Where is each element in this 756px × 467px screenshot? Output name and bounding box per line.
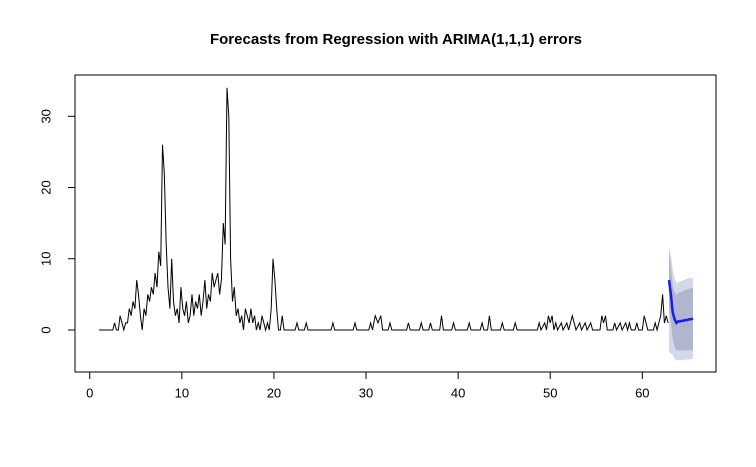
x-tick-label: 60 bbox=[635, 385, 649, 400]
x-tick-label: 0 bbox=[86, 385, 93, 400]
history-line bbox=[98, 87, 669, 332]
y-tick-label: 20 bbox=[38, 180, 53, 194]
x-tick-label: 50 bbox=[543, 385, 557, 400]
x-tick-label: 30 bbox=[359, 385, 373, 400]
plot-frame bbox=[74, 74, 717, 373]
chart-title: Forecasts from Regression with ARIMA(1,1… bbox=[210, 31, 582, 48]
x-tick-label: 40 bbox=[451, 385, 465, 400]
x-tick-label: 10 bbox=[175, 385, 189, 400]
interval-80 bbox=[669, 251, 693, 351]
forecast-line bbox=[667, 279, 694, 325]
y-tick-label: 0 bbox=[38, 326, 53, 333]
x-tick-label: 20 bbox=[267, 385, 281, 400]
y-tick-label: 30 bbox=[38, 109, 53, 123]
y-tick-label: 10 bbox=[38, 252, 53, 266]
